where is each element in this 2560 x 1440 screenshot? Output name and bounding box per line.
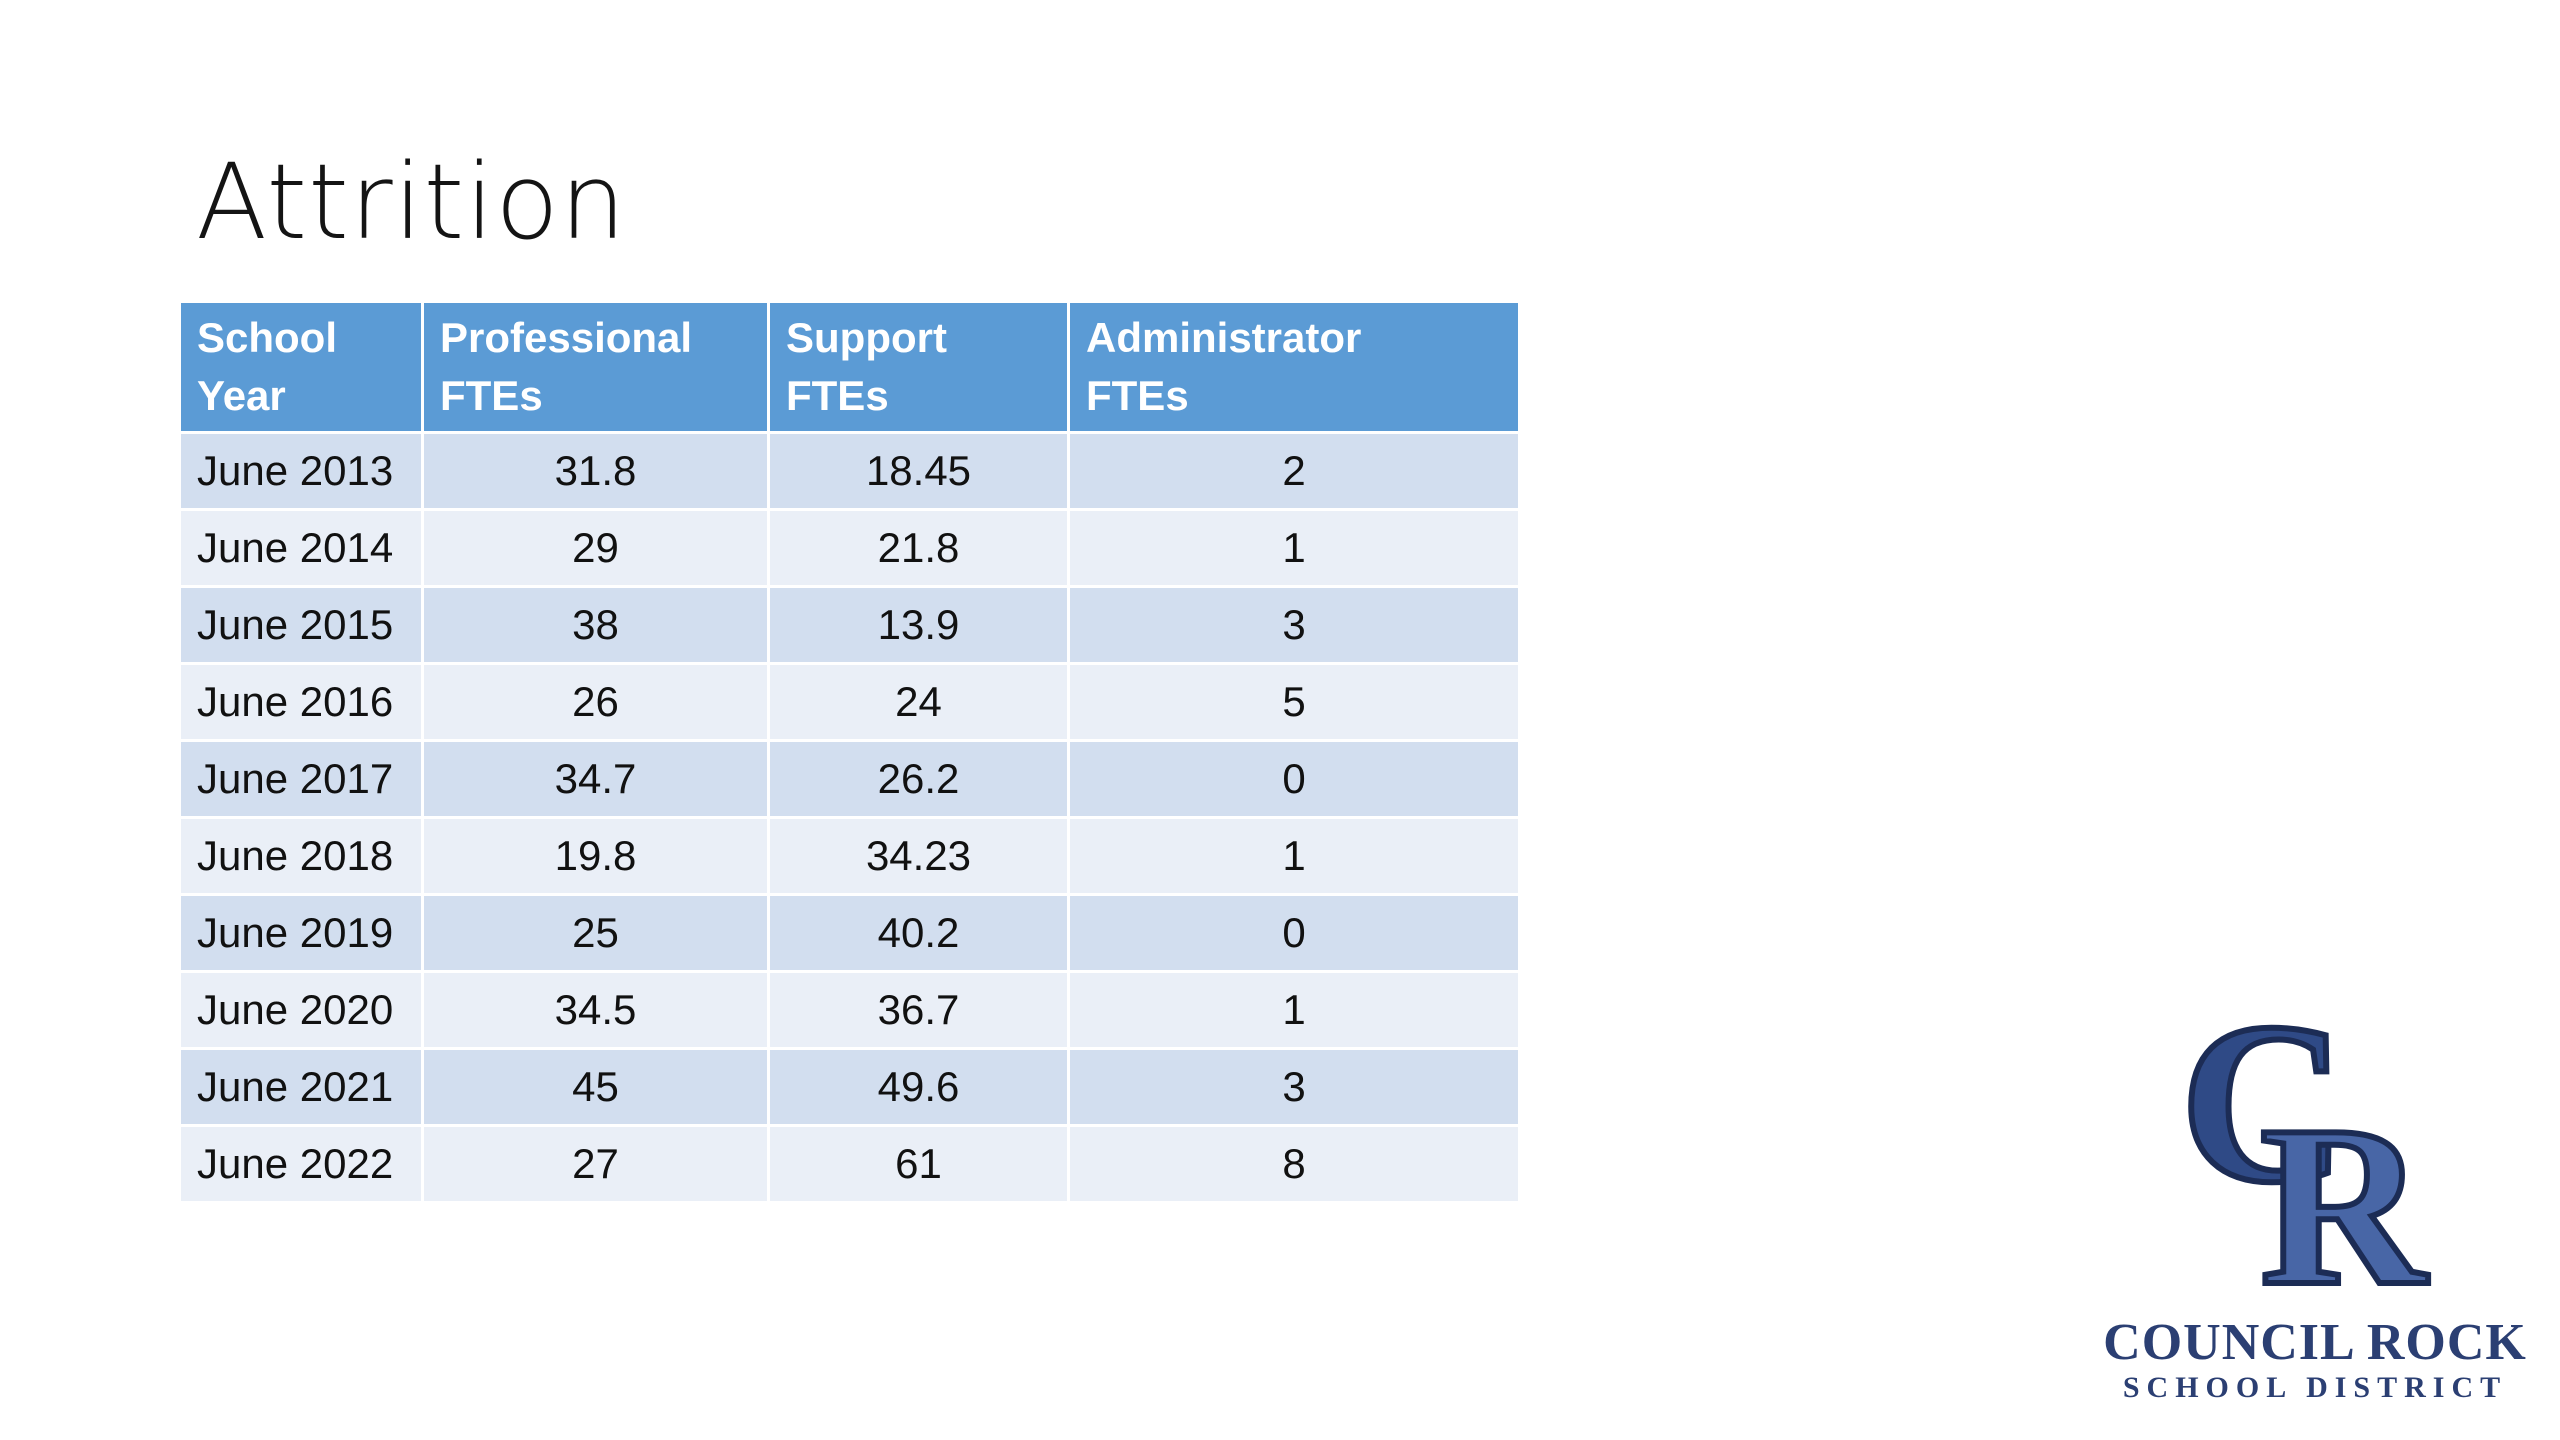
slide-title: Attrition <box>196 141 627 263</box>
cell-professional: 34.5 <box>421 970 770 1050</box>
cell-professional: 34.7 <box>421 739 770 819</box>
cell-support: 24 <box>767 662 1070 742</box>
cell-professional: 29 <box>421 508 770 588</box>
logo-text-school-district: SCHOOL DISTRICT <box>2122 1371 2508 1404</box>
cell-support: 36.7 <box>767 970 1070 1050</box>
cell-administrator: 5 <box>1067 662 1521 742</box>
header-school-year: School Year <box>178 300 424 434</box>
table-header-row: School Year Professional FTEs Support FTEs … <box>178 300 1521 434</box>
table-row: June 2014 29 21.8 1 <box>178 508 1521 588</box>
cell-school-year: June 2017 <box>178 739 424 819</box>
cell-support: 18.45 <box>767 431 1070 511</box>
table-row: June 2018 19.8 34.23 1 <box>178 816 1521 896</box>
cell-professional: 26 <box>421 662 770 742</box>
cell-administrator: 1 <box>1067 816 1521 896</box>
table-row: June 2015 38 13.9 3 <box>178 585 1521 665</box>
cell-professional: 25 <box>421 893 770 973</box>
cell-administrator: 3 <box>1067 1047 1521 1127</box>
cell-administrator: 0 <box>1067 739 1521 819</box>
header-support-ftes: Support FTEs <box>767 300 1070 434</box>
cell-professional: 38 <box>421 585 770 665</box>
cell-professional: 27 <box>421 1124 770 1204</box>
cell-support: 34.23 <box>767 816 1070 896</box>
cell-support: 49.6 <box>767 1047 1070 1127</box>
cell-school-year: June 2013 <box>178 431 424 511</box>
cell-administrator: 0 <box>1067 893 1521 973</box>
cell-administrator: 1 <box>1067 508 1521 588</box>
table-row: June 2016 26 24 5 <box>178 662 1521 742</box>
cell-support: 40.2 <box>767 893 1070 973</box>
table-row: June 2022 27 61 8 <box>178 1124 1521 1204</box>
monogram-r: R <box>2260 1078 2429 1315</box>
cell-support: 61 <box>767 1124 1070 1204</box>
cell-school-year: June 2021 <box>178 1047 424 1127</box>
table-row: June 2020 34.5 36.7 1 <box>178 970 1521 1050</box>
table-row: June 2013 31.8 18.45 2 <box>178 431 1521 511</box>
cell-support: 21.8 <box>767 508 1070 588</box>
table-row: June 2019 25 40.2 0 <box>178 893 1521 973</box>
cell-school-year: June 2016 <box>178 662 424 742</box>
cell-school-year: June 2014 <box>178 508 424 588</box>
cell-professional: 19.8 <box>421 816 770 896</box>
cr-monogram-icon: C R <box>2177 995 2432 1315</box>
cell-school-year: June 2019 <box>178 893 424 973</box>
cell-school-year: June 2018 <box>178 816 424 896</box>
cell-administrator: 3 <box>1067 585 1521 665</box>
table-row: June 2017 34.7 26.2 0 <box>178 739 1521 819</box>
cell-administrator: 2 <box>1067 431 1521 511</box>
cell-support: 26.2 <box>767 739 1070 819</box>
logo-text-council-rock: COUNCIL ROCK <box>2103 1314 2527 1371</box>
council-rock-logo: C R COUNCIL ROCK SCHOOL DISTRICT <box>2085 995 2545 1415</box>
header-professional-ftes: Professional FTEs <box>421 300 770 434</box>
cell-school-year: June 2015 <box>178 585 424 665</box>
cell-administrator: 8 <box>1067 1124 1521 1204</box>
cell-school-year: June 2020 <box>178 970 424 1050</box>
attrition-table: School Year Professional FTEs Support FTEs … <box>178 300 1521 1204</box>
header-administrator-ftes: Administrator FTEs <box>1067 300 1521 434</box>
cell-administrator: 1 <box>1067 970 1521 1050</box>
table-row: June 2021 45 49.6 3 <box>178 1047 1521 1127</box>
cell-professional: 45 <box>421 1047 770 1127</box>
monogram-c: C <box>2180 995 2346 1230</box>
cell-professional: 31.8 <box>421 431 770 511</box>
cell-support: 13.9 <box>767 585 1070 665</box>
cell-school-year: June 2022 <box>178 1124 424 1204</box>
